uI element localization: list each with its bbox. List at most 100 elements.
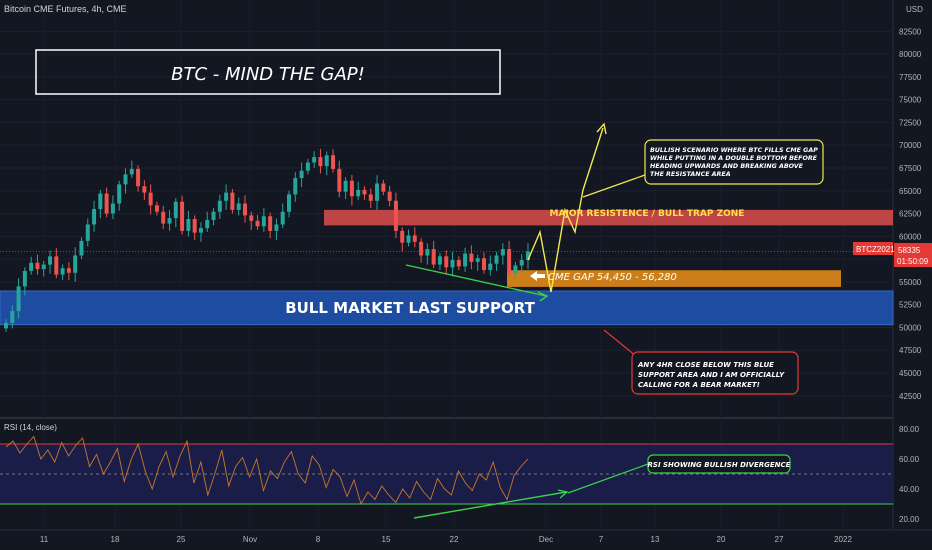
candle-body[interactable] (255, 220, 260, 227)
candle-body[interactable] (217, 200, 222, 212)
candle-body[interactable] (337, 168, 342, 192)
candle-body[interactable] (54, 256, 59, 275)
candle-body[interactable] (343, 180, 348, 192)
candle-body[interactable] (205, 219, 210, 229)
price-tick-label: 77500 (899, 73, 922, 82)
candle-body[interactable] (230, 192, 235, 210)
candle-body[interactable] (35, 262, 40, 270)
candle-body[interactable] (48, 256, 53, 265)
candle-body[interactable] (60, 268, 65, 275)
candle-body[interactable] (507, 249, 512, 274)
candle-body[interactable] (387, 191, 392, 201)
candle-body[interactable] (526, 251, 530, 261)
candle-body[interactable] (293, 178, 298, 195)
candle-body[interactable] (450, 260, 455, 268)
candle-body[interactable] (324, 155, 329, 167)
candle-body[interactable] (180, 201, 185, 231)
candle-body[interactable] (318, 157, 323, 167)
bullish-projection-path[interactable] (527, 127, 604, 293)
candle-body[interactable] (500, 249, 505, 256)
candle-body[interactable] (299, 170, 304, 179)
candle-body[interactable] (494, 255, 499, 264)
candle-body[interactable] (142, 186, 147, 193)
candle-body[interactable] (481, 258, 486, 271)
candle-body[interactable] (10, 311, 15, 323)
candle-body[interactable] (198, 228, 203, 233)
candle-body[interactable] (444, 256, 449, 268)
candle-body[interactable] (98, 193, 103, 209)
candle-body[interactable] (29, 262, 34, 271)
candle-body[interactable] (261, 216, 266, 227)
candle-body[interactable] (280, 211, 285, 225)
candle-body[interactable] (104, 193, 109, 214)
bullish-note-box[interactable] (644, 139, 824, 185)
candle-body[interactable] (488, 263, 493, 271)
candle-body[interactable] (362, 189, 367, 195)
candle-body[interactable] (375, 183, 380, 201)
candle-body[interactable] (16, 286, 21, 312)
candle-body[interactable] (393, 200, 398, 231)
rsi-line[interactable] (5, 435, 529, 506)
candle-body[interactable] (419, 241, 424, 256)
candle-body[interactable] (406, 235, 411, 243)
candle-body[interactable] (85, 224, 90, 241)
candle-body[interactable] (129, 168, 134, 175)
candle-body[interactable] (154, 205, 159, 212)
candle-body[interactable] (475, 258, 480, 262)
candles[interactable] (0, 148, 893, 332)
candle-body[interactable] (167, 218, 172, 224)
candle-body[interactable] (331, 155, 336, 169)
candle-body[interactable] (287, 194, 292, 212)
rsi-pane[interactable] (0, 435, 893, 506)
candle-body[interactable] (136, 168, 141, 187)
time-axis[interactable]: 11 18 25 Nov 8 15 22 Dec 7 13 20 27 2022 (40, 535, 853, 544)
price-axis[interactable]: 82500 80000 77500 75000 72500 70000 67500 65000… (899, 27, 922, 524)
candle-body[interactable] (92, 209, 97, 225)
candle-body[interactable] (4, 322, 8, 329)
candle-body[interactable] (110, 203, 115, 214)
candle-body[interactable] (381, 183, 386, 192)
candle-body[interactable] (79, 240, 84, 256)
candle-body[interactable] (192, 219, 197, 233)
candle-body[interactable] (305, 162, 310, 171)
candle-body[interactable] (148, 192, 153, 206)
drawings[interactable] (405, 122, 649, 519)
ticker-badge-label: BTCZ2021 (856, 245, 895, 254)
candle-body[interactable] (66, 268, 71, 273)
candle-body[interactable] (469, 253, 474, 262)
candle-body[interactable] (224, 192, 229, 201)
candle-body[interactable] (268, 216, 273, 231)
candle-body[interactable] (312, 157, 317, 163)
candle-body[interactable] (519, 260, 524, 266)
candle-body[interactable] (186, 219, 191, 231)
candle-body[interactable] (513, 265, 518, 274)
candle-body[interactable] (437, 256, 442, 265)
candle-body[interactable] (236, 203, 241, 210)
candle-body[interactable] (274, 224, 279, 231)
time-tick-label: 27 (775, 535, 784, 544)
candle-body[interactable] (425, 249, 430, 256)
price-divergence-line[interactable] (405, 264, 547, 297)
candle-body[interactable] (356, 189, 361, 197)
candle-body[interactable] (242, 203, 247, 216)
candle-body[interactable] (400, 230, 405, 243)
candle-body[interactable] (463, 253, 468, 267)
candle-body[interactable] (22, 270, 27, 287)
candle-body[interactable] (123, 174, 128, 185)
rsi-divergence-line[interactable] (413, 491, 567, 519)
candle-body[interactable] (349, 180, 354, 197)
candle-body[interactable] (73, 255, 78, 273)
rsi-note-box[interactable] (647, 454, 791, 474)
candle-body[interactable] (161, 211, 166, 224)
candle-body[interactable] (412, 235, 417, 242)
candle-body[interactable] (211, 211, 216, 220)
candle-body[interactable] (431, 249, 436, 265)
candle-body[interactable] (368, 194, 373, 201)
candle-body[interactable] (249, 215, 254, 221)
bear-note-box[interactable] (631, 351, 799, 395)
candle-body[interactable] (173, 201, 178, 219)
candle-body[interactable] (41, 264, 46, 270)
candle-body[interactable] (117, 184, 122, 204)
candle-body[interactable] (456, 260, 461, 267)
